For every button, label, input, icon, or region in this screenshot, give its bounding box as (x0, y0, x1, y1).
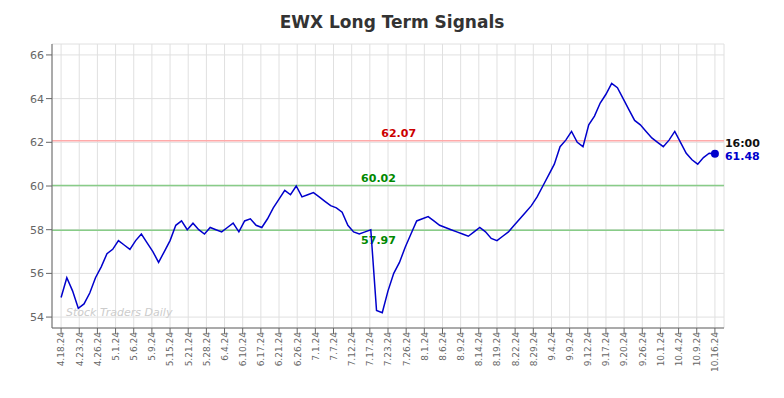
svg-text:5.15.24: 5.15.24 (165, 332, 175, 367)
svg-text:8.6.24: 8.6.24 (438, 332, 448, 361)
svg-text:60: 60 (30, 180, 44, 193)
svg-text:4.26.24: 4.26.24 (93, 332, 103, 367)
html-text:Stock Traders Daily: Stock Traders Daily (66, 306, 173, 319)
svg-text:8.29.24: 8.29.24 (529, 332, 539, 367)
svg-text:7.12.24: 7.12.24 (347, 332, 357, 367)
svg-text:8.19.24: 8.19.24 (492, 332, 502, 367)
svg-text:10.1.24: 10.1.24 (656, 332, 666, 367)
svg-text:57.97: 57.97 (361, 234, 396, 247)
html-text:EWX Long Term Signals: EWX Long Term Signals (279, 12, 505, 32)
svg-text:66: 66 (30, 49, 44, 62)
svg-text:4.18.24: 4.18.24 (56, 332, 66, 367)
svg-text:6.17.24: 6.17.24 (256, 332, 266, 367)
svg-text:64: 64 (30, 93, 44, 106)
svg-text:5.6.24: 5.6.24 (129, 332, 139, 361)
svg-text:7.26.24: 7.26.24 (402, 332, 412, 367)
svg-text:9.17.24: 9.17.24 (601, 332, 611, 367)
svg-text:9.4.24: 9.4.24 (547, 332, 557, 361)
svg-text:5.1.24: 5.1.24 (111, 332, 121, 361)
svg-text:7.17.24: 7.17.24 (365, 332, 375, 367)
svg-text:56: 56 (30, 267, 44, 280)
svg-text:6.21.24: 6.21.24 (274, 332, 284, 367)
svg-text:8.9.24: 8.9.24 (456, 332, 466, 361)
svg-text:7.7.24: 7.7.24 (329, 332, 339, 361)
svg-text:7.1.24: 7.1.24 (311, 332, 321, 361)
svg-text:6.4.24: 6.4.24 (220, 332, 230, 361)
svg-text:58: 58 (30, 224, 44, 237)
svg-text:10.4.24: 10.4.24 (674, 332, 684, 367)
svg-text:6.26.24: 6.26.24 (293, 332, 303, 367)
svg-text:5.21.24: 5.21.24 (184, 332, 194, 367)
svg-text:54: 54 (30, 311, 44, 324)
svg-text:10.9.24: 10.9.24 (692, 332, 702, 367)
svg-text:5.9.24: 5.9.24 (147, 332, 157, 361)
svg-text:9.12.24: 9.12.24 (583, 332, 593, 367)
svg-text:62: 62 (30, 136, 44, 149)
svg-text:62.07: 62.07 (381, 127, 416, 140)
svg-text:9.26.24: 9.26.24 (638, 332, 648, 367)
svg-text:61.48: 61.48 (725, 150, 760, 163)
svg-text:60.02: 60.02 (361, 172, 396, 185)
svg-text:6.10.24: 6.10.24 (238, 332, 248, 367)
svg-text:8.22.24: 8.22.24 (511, 332, 521, 367)
svg-text:9.9.24: 9.9.24 (565, 332, 575, 361)
svg-text:10.16.24: 10.16.24 (710, 332, 720, 372)
svg-text:4.23.24: 4.23.24 (75, 332, 85, 367)
svg-text:16:00: 16:00 (725, 137, 760, 150)
svg-text:9.20.24: 9.20.24 (619, 332, 629, 367)
svg-text:8.1.24: 8.1.24 (420, 332, 430, 361)
svg-text:7.23.24: 7.23.24 (383, 332, 393, 367)
svg-text:5.28.24: 5.28.24 (202, 332, 212, 367)
svg-text:8.14.24: 8.14.24 (474, 332, 484, 367)
